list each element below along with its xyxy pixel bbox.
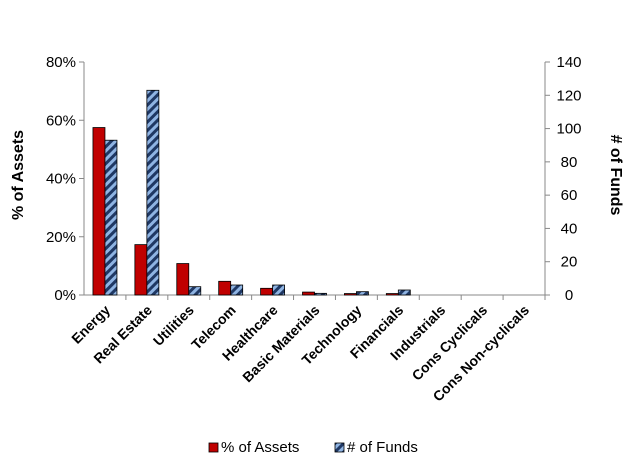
bar-assets [92, 127, 106, 296]
legend-swatch-funds [334, 442, 345, 453]
y-tick-label: 40% [46, 171, 76, 188]
plot-area: 0%20%40%60%80%020406080100120140EnergyRe… [46, 54, 582, 404]
y-tick-label: 0% [54, 287, 76, 304]
y2-tick-label: 80 [561, 154, 578, 171]
legend-swatch-assets [208, 442, 219, 453]
y-tick-label: 20% [46, 229, 76, 246]
y2-axis-title: # of Funds [607, 135, 624, 216]
y2-tick-label: 100 [556, 121, 581, 138]
y2-tick-label: 140 [556, 54, 581, 71]
bar-assets [218, 280, 232, 296]
bar-assets [134, 244, 148, 296]
y2-tick-label: 40 [561, 220, 578, 237]
y-axis-title: % of Assets [10, 130, 27, 220]
bar-funds [397, 289, 411, 296]
legend: % of Assets # of Funds [208, 439, 418, 456]
bar-assets [176, 263, 190, 296]
y2-tick-label: 20 [561, 254, 578, 271]
bar-funds [104, 139, 118, 296]
legend-label-assets: % of Assets [221, 439, 299, 456]
bar-funds [230, 284, 244, 296]
bar-funds [146, 89, 160, 296]
y2-tick-label: 60 [561, 187, 578, 204]
bar-assets [385, 293, 399, 296]
y-tick-label: 80% [46, 54, 76, 71]
bar-funds [314, 292, 327, 296]
bar-funds [356, 291, 369, 296]
y2-tick-label: 0 [565, 287, 573, 304]
bar-assets [302, 291, 315, 296]
legend-label-funds: # of Funds [347, 439, 418, 456]
y2-tick-label: 120 [556, 87, 581, 104]
bar-assets [260, 287, 273, 296]
bar-funds [272, 284, 285, 296]
x-tick-label: Cons Cyclicals [409, 302, 491, 384]
bar-assets [344, 293, 357, 296]
y-tick-label: 60% [46, 112, 76, 129]
bar-funds [188, 286, 202, 296]
